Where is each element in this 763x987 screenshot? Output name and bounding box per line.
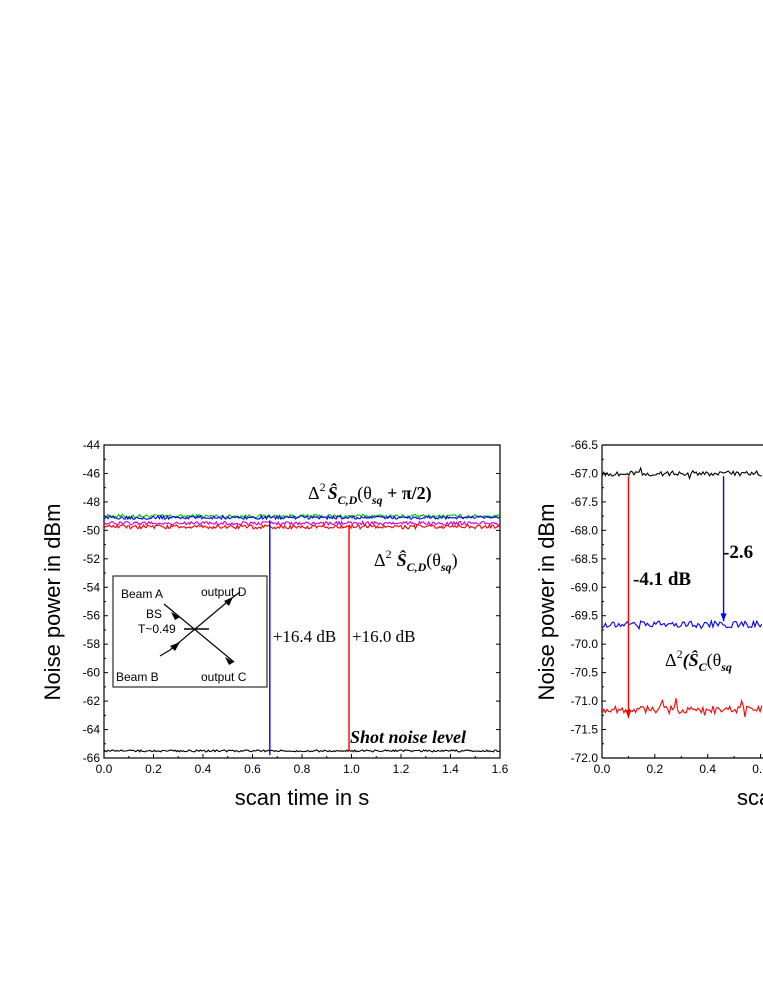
y-tick-label: -44: [83, 438, 101, 452]
inset-ray-b-to-d: [169, 597, 233, 651]
difference-label: -4.1 dB: [633, 569, 691, 590]
y-tick-label: -70.5: [571, 666, 599, 680]
y-tick-label: -52: [83, 552, 101, 566]
series-line-blue: [103, 514, 501, 521]
x-tick-label: 0.8: [294, 762, 311, 776]
x-tick-label: 1.0: [343, 762, 360, 776]
difference-label: +16.4 dB: [273, 627, 336, 646]
arrow-a-icon: [171, 612, 180, 620]
y-tick-label: -46: [83, 466, 101, 480]
y-tick-label: -69.5: [571, 609, 599, 623]
upper-trace-label: Δ2 ŜC,D(θsq + π/2): [308, 480, 432, 507]
x-tick-label: 1.2: [393, 762, 410, 776]
left-panel: 0.0 0.2 0.4 0.6 0.8 1.0 1.2 1.4 1.6 -66 -64 -62 -60 -…: [40, 438, 509, 810]
x-tick-label: 0.4: [195, 762, 212, 776]
beam-splitter-inset: Beam A output D BS T~0.49 Beam B output …: [112, 575, 268, 688]
y-tick-label: -67.0: [571, 466, 599, 480]
y-tick-label: -64: [83, 723, 101, 737]
y-tick-label: -62: [83, 694, 101, 708]
x-tick-label: 0.6: [752, 762, 763, 776]
inset-frame: [112, 575, 268, 688]
y-tick-label: -54: [83, 580, 101, 594]
difference-label: +16.0 dB: [352, 627, 415, 646]
y-tick-label: -69.0: [571, 580, 599, 594]
x-tick-label: 1.4: [442, 762, 459, 776]
left-y-axis-label: Noise power in dBm: [40, 504, 65, 701]
x-tick-label: 0.0: [96, 762, 113, 776]
y-tick-label: -58: [83, 637, 101, 651]
x-tick-label: 0.4: [699, 762, 716, 776]
y-tick-label: -48: [83, 495, 101, 509]
x-tick-label: 0.2: [647, 762, 664, 776]
x-tick-label: 0.6: [244, 762, 261, 776]
arrow-c-icon: [225, 657, 234, 665]
arrow-d-icon: [224, 597, 233, 606]
right-panel: 0.0 0.2 0.4 0.6 -72.0 -71.5 -71.0 -70.5 -70.0 -69…: [534, 438, 763, 810]
inset-ray-a-to-c: [163, 603, 235, 663]
difference-arrow-icon: [625, 710, 632, 719]
y-tick-label: -71.0: [571, 694, 599, 708]
y-tick-label: -68.5: [571, 552, 599, 566]
inset-output-d: output D: [201, 585, 247, 599]
shot-noise-label: Shot noise level: [350, 727, 466, 747]
right-y-axis-label: Noise power in dBm: [534, 504, 559, 701]
y-tick-label: -56: [83, 609, 101, 623]
series-line-magenta: [103, 520, 501, 527]
arrow-b-icon: [170, 642, 180, 651]
x-tick-label: 1.6: [492, 762, 509, 776]
y-tick-label: -66: [83, 751, 101, 765]
y-tick-label: -71.5: [571, 723, 599, 737]
x-tick-label: 0.0: [594, 762, 611, 776]
difference-label: -2.6: [723, 542, 753, 563]
right-x-axis-label: sca: [737, 785, 763, 810]
series-line-shot-noise: [103, 748, 501, 753]
series-line-red: [103, 523, 501, 531]
y-tick-label: -50: [83, 523, 101, 537]
y-tick-label: -68.0: [571, 523, 599, 537]
series-line-blue: [601, 618, 763, 631]
x-tick-label: 0.2: [145, 762, 162, 776]
inset-ray-b-tail: [159, 649, 171, 657]
y-tick-label: -70.0: [571, 637, 599, 651]
right-trace-label: Δ2(ŜC(θsq: [665, 647, 732, 674]
lower-trace-label: Δ2 ŜC,D(θsq): [374, 547, 458, 574]
y-tick-label: -66.5: [571, 438, 599, 452]
inset-ray-d-tail: [231, 591, 241, 599]
difference-arrow-icon: [720, 613, 727, 622]
left-x-axis-label: scan time in s: [235, 785, 370, 810]
series-line-red: [601, 698, 763, 718]
series-line-black: [601, 466, 762, 481]
y-tick-label: -67.5: [571, 495, 599, 509]
y-tick-label: -60: [83, 666, 101, 680]
y-tick-label: -72.0: [571, 751, 599, 765]
inset-bs: BS: [146, 607, 162, 621]
inset-beam-b: Beam B: [116, 670, 159, 684]
inset-output-c: output C: [201, 670, 247, 684]
inset-transmission: T~0.49: [138, 622, 176, 636]
inset-beam-a: Beam A: [121, 587, 163, 601]
